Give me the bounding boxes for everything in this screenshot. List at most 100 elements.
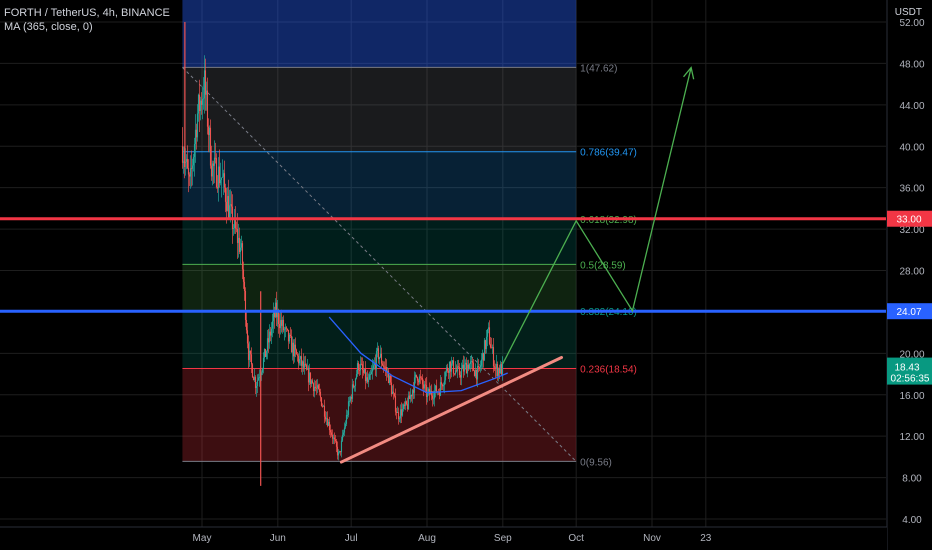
candle-body (383, 366, 386, 368)
candle-body (454, 370, 457, 374)
candle-body (316, 385, 319, 389)
candle-body (272, 312, 275, 322)
candle-body (431, 395, 434, 399)
candle-body (313, 386, 316, 392)
candle-body (338, 451, 341, 453)
candle-body (484, 340, 487, 350)
candle-body (441, 384, 444, 387)
candle-body (498, 368, 501, 374)
candle-body (491, 347, 494, 348)
candle-body (225, 201, 228, 211)
price-label-24.07[interactable] (887, 303, 932, 320)
candle-body (408, 395, 411, 400)
fib-zone-0.236 (182, 368, 577, 462)
candle-body (385, 367, 388, 372)
candle-body (219, 179, 222, 184)
candle-body (222, 173, 225, 177)
indicator-label[interactable]: MA (365, close, 0) (4, 21, 93, 33)
fib-trend-line[interactable] (182, 66, 577, 462)
candle-body (234, 218, 237, 229)
candle-body (290, 336, 293, 353)
candle-body (422, 384, 425, 389)
candle-body (377, 348, 380, 360)
candle-body (210, 165, 213, 177)
price-tick-label: 12.00 (899, 432, 924, 443)
candle-body (414, 374, 417, 378)
candle-body (373, 362, 376, 366)
candle-body (492, 347, 495, 367)
candle-body (494, 367, 497, 369)
symbol-title[interactable]: FORTH / TetherUS, 4h, BINANCE (4, 7, 170, 19)
candle-body (198, 94, 201, 112)
candle-body (297, 355, 300, 364)
currency-label: USDT (894, 7, 922, 18)
candle-body (433, 390, 436, 399)
candle-body (330, 432, 333, 435)
candle-body (407, 395, 410, 410)
candle-body (304, 363, 307, 365)
candle-body (500, 364, 503, 375)
candle-body (230, 204, 233, 207)
candle-body (182, 161, 185, 163)
candle-body (417, 380, 420, 383)
price-label-33.00[interactable] (887, 210, 932, 227)
candle-body (239, 247, 242, 253)
candle-body (254, 377, 257, 389)
candle-body (380, 353, 383, 364)
price-axis[interactable] (887, 0, 932, 550)
candle-body (232, 228, 235, 229)
candle-body (356, 363, 359, 374)
price-tick-label: 28.00 (899, 267, 924, 278)
candle-body (456, 366, 459, 372)
candle-body (271, 321, 274, 329)
price-tick-label: 52.00 (899, 18, 924, 29)
candle-body (321, 406, 324, 407)
candle-body (300, 356, 303, 366)
candle-body (479, 365, 482, 368)
candle-body (191, 165, 194, 169)
drawings[interactable] (0, 66, 886, 464)
candle-body (485, 336, 488, 350)
candle-body (238, 237, 241, 253)
candle-body (266, 338, 269, 352)
candle-body (444, 372, 447, 381)
candle-body (360, 363, 363, 365)
candle-body (312, 383, 315, 392)
time-tick-label: Oct (568, 533, 584, 544)
time-tick-label: Nov (643, 533, 661, 544)
candle-body (273, 312, 276, 318)
candle-body (246, 330, 249, 344)
candle-body (207, 126, 210, 136)
candle-body (202, 98, 205, 100)
projection-arrowhead (683, 66, 695, 80)
candle-body (267, 338, 270, 343)
fib-label-0.236: 0.236(18.54) (580, 364, 637, 375)
moving-average-line[interactable] (328, 316, 508, 394)
candle-body (211, 163, 214, 177)
candle-body (488, 327, 491, 345)
candle-body (326, 418, 329, 426)
candle-body (365, 377, 368, 382)
candle-body (477, 366, 480, 368)
candle-body (329, 430, 332, 433)
candle-body (353, 385, 356, 388)
candle-body (323, 405, 326, 417)
candle-body (226, 196, 229, 211)
candle-body (269, 331, 272, 336)
candle-body (475, 369, 478, 380)
price-label-text: 24.07 (896, 307, 921, 318)
candle-body (430, 390, 433, 396)
candle-body (412, 390, 415, 393)
current-price-label[interactable] (887, 357, 932, 385)
candle-body (295, 349, 298, 355)
support-trendline[interactable] (339, 355, 564, 464)
projection-path[interactable] (502, 67, 692, 364)
candle-body (317, 385, 320, 390)
price-tick-label: 48.00 (899, 59, 924, 70)
candle-body (253, 377, 256, 381)
candle-body (434, 385, 437, 391)
candle-body (201, 98, 204, 105)
candle-countdown: 02:56:35 (891, 374, 930, 385)
time-axis[interactable] (0, 527, 887, 550)
